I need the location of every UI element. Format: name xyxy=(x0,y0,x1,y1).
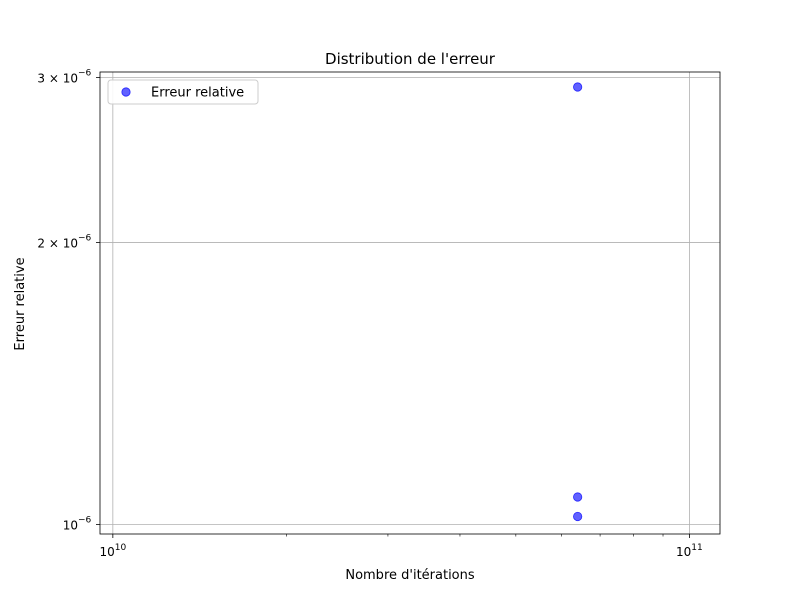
y-tick-label: 2 × 10 xyxy=(37,236,78,250)
y-tick-label: 3 × 10 xyxy=(37,71,78,85)
x-tick-label: 1011 xyxy=(676,543,703,559)
chart-title: Distribution de l'erreur xyxy=(325,50,496,68)
scatter-point xyxy=(573,511,583,522)
y-tick-label: 10 xyxy=(63,519,78,533)
y-tick-exponent: −6 xyxy=(78,68,92,78)
x-axis-label: Nombre d'itérations xyxy=(345,568,475,583)
x-tick-label: 1010 xyxy=(99,543,126,559)
scatter-point xyxy=(573,82,583,92)
legend-box xyxy=(107,79,259,105)
y-tick-exponent: −6 xyxy=(78,233,92,243)
legend: Erreur relative xyxy=(107,79,259,105)
legend-label: Erreur relative xyxy=(151,86,244,101)
scatter-point xyxy=(573,492,583,502)
legend-marker xyxy=(121,87,131,97)
y-tick-exponent: −6 xyxy=(78,516,92,526)
axes-frame xyxy=(99,71,721,535)
y-axis-label: Erreur relative xyxy=(13,257,28,350)
